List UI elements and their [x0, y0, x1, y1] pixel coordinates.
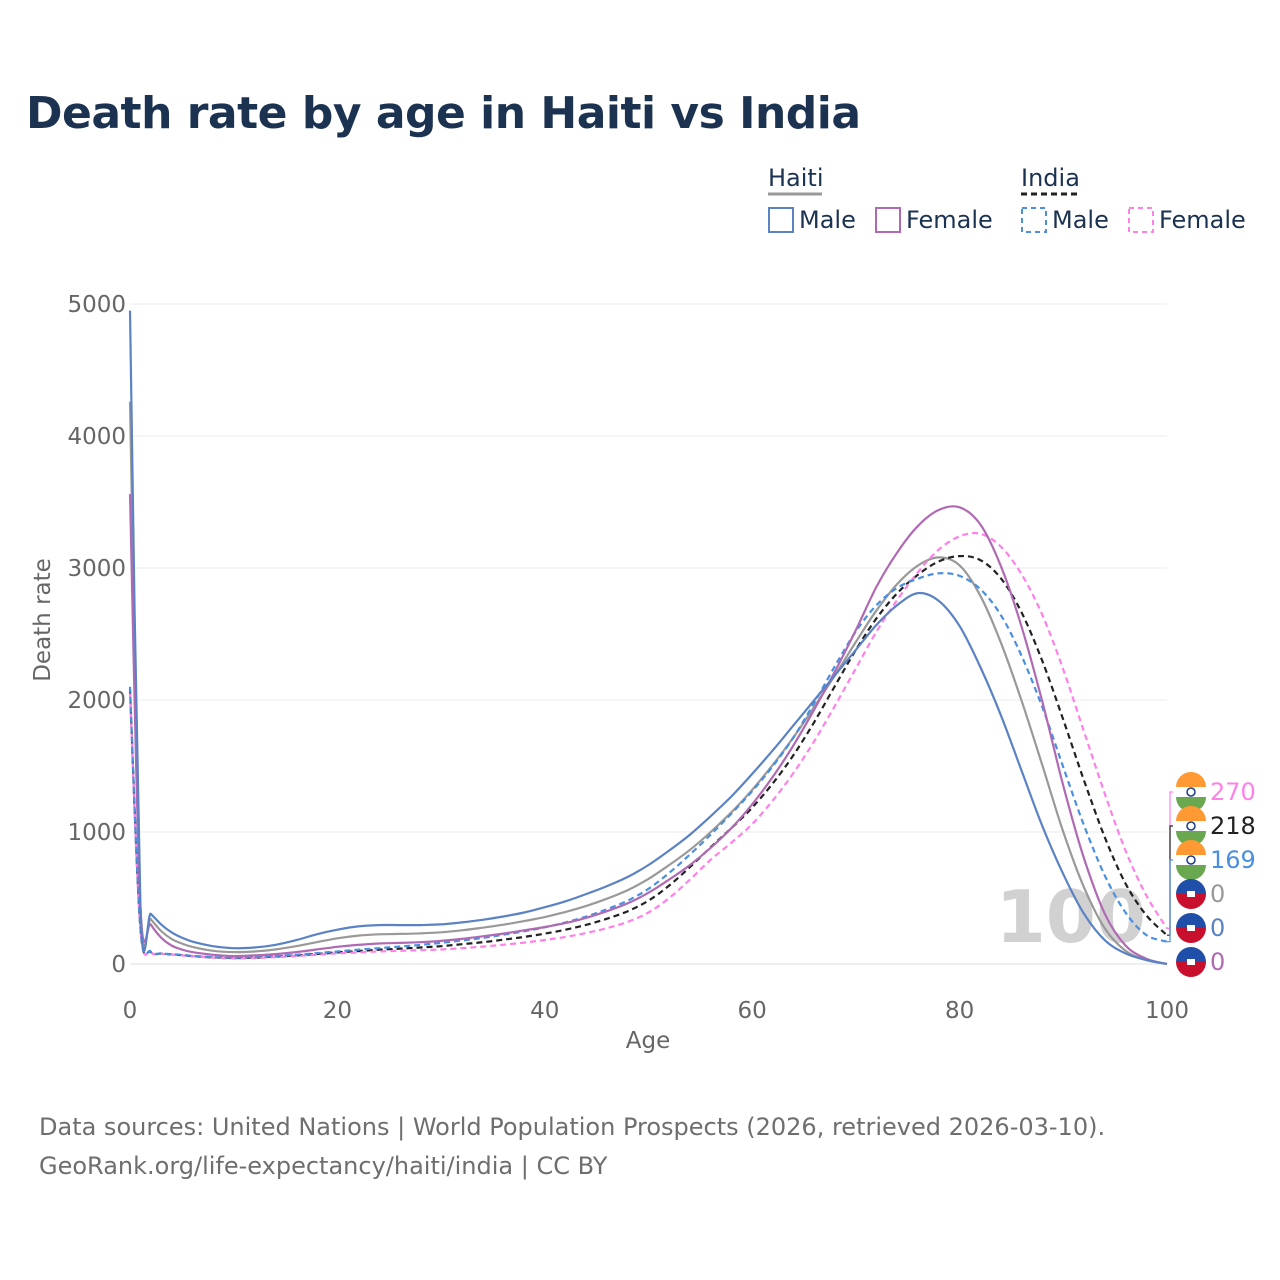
legend-swatch-haiti-female[interactable] — [875, 207, 901, 233]
x-tick-100: 100 — [1145, 998, 1189, 1024]
legend-label-haiti-male: Male — [799, 206, 856, 234]
legend[interactable]: Haiti Male Female India Male Female — [768, 164, 1246, 234]
series-line-india-average — [128, 554, 1168, 960]
end-label-1: 218 — [1176, 806, 1256, 846]
y-tick-0: 0 — [111, 952, 126, 978]
flag-band-bottom — [1176, 962, 1206, 977]
legend-swatch-haiti-male[interactable] — [768, 207, 794, 233]
flag-chakra — [1186, 787, 1196, 797]
legend-group-haiti: Haiti — [768, 164, 824, 192]
end-connector-2 — [1167, 859, 1173, 943]
end-label-4: 0 — [1176, 913, 1225, 943]
gridlines — [130, 303, 1167, 965]
series-line-haiti-male — [128, 310, 1168, 966]
x-tick-40: 40 — [530, 998, 559, 1024]
flag-band-top — [1176, 840, 1206, 855]
x-axis-label: Age — [626, 1028, 670, 1054]
y-tick-1000: 1000 — [67, 820, 126, 846]
end-value-4: 0 — [1210, 914, 1225, 942]
x-tick-60: 60 — [738, 998, 767, 1024]
y-tick-5000: 5000 — [67, 292, 126, 318]
y-tick-4000: 4000 — [67, 424, 126, 450]
x-tick-0: 0 — [123, 998, 138, 1024]
legend-swatch-india-female[interactable] — [1128, 207, 1154, 233]
legend-label-india-male: Male — [1052, 206, 1109, 234]
flag-band-bottom — [1176, 865, 1206, 880]
x-tick-80: 80 — [945, 998, 974, 1024]
flag-emblem — [1187, 959, 1195, 965]
x-tick-20: 20 — [323, 998, 352, 1024]
legend-label-india-female: Female — [1159, 206, 1246, 234]
series-lines — [128, 310, 1168, 966]
flag-chakra — [1186, 855, 1196, 865]
end-value-5: 0 — [1210, 948, 1225, 976]
haiti-flag-icon — [1176, 879, 1206, 894]
chart-svg: Haiti Male Female India Male Female 0 100… — [30, 164, 1256, 1054]
flag-emblem — [1187, 925, 1195, 931]
flag-band-top — [1176, 772, 1206, 787]
chart-title: Death rate by age in Haiti vs India — [26, 88, 861, 139]
source-line-2[interactable]: GeoRank.org/life-expectancy/haiti/india … — [39, 1152, 608, 1180]
source-note: Data sources: United Nations | World Pop… — [39, 1108, 1105, 1186]
source-line-1: Data sources: United Nations | World Pop… — [39, 1113, 1106, 1141]
flag-chakra — [1186, 821, 1196, 831]
end-value-2: 169 — [1210, 846, 1256, 874]
end-label-2: 169 — [1176, 840, 1256, 880]
flag-band-top — [1176, 806, 1206, 821]
end-value-0: 270 — [1210, 778, 1256, 806]
x-axis-ticks: 0 20 40 60 80 100 — [123, 998, 1189, 1024]
end-labels: 270 218 169 0 0 0 — [1167, 772, 1256, 977]
legend-swatch-india-male[interactable] — [1021, 207, 1047, 233]
series-line-india-female — [128, 531, 1168, 960]
legend-group-india: India — [1021, 164, 1080, 192]
series-line-haiti-female — [128, 494, 1168, 966]
legend-label-haiti-female: Female — [906, 206, 993, 234]
y-tick-3000: 3000 — [67, 556, 126, 582]
series-line-haiti-average — [128, 401, 1168, 966]
flag-band-bottom — [1176, 928, 1206, 943]
y-axis-ticks: 0 1000 2000 3000 4000 5000 — [67, 292, 126, 978]
end-label-3: 0 — [1176, 879, 1225, 909]
end-label-5: 0 — [1176, 947, 1225, 977]
flag-band-bottom — [1176, 894, 1206, 909]
end-label-0: 270 — [1176, 772, 1256, 812]
haiti-flag-icon — [1176, 913, 1206, 928]
end-value-1: 218 — [1210, 812, 1256, 840]
haiti-flag-icon — [1176, 947, 1206, 962]
end-value-3: 0 — [1210, 880, 1225, 908]
y-axis-label: Death rate — [30, 558, 56, 682]
y-tick-2000: 2000 — [67, 688, 126, 714]
flag-emblem — [1187, 891, 1195, 897]
